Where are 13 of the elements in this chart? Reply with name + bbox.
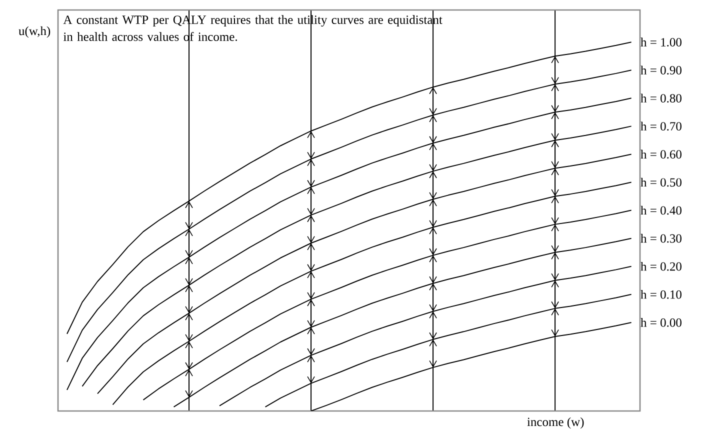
series-label: h = 0.00 (640, 318, 682, 327)
series-label: h = 0.70 (640, 122, 682, 131)
series-label: h = 0.80 (640, 94, 682, 103)
series-label: h = 0.30 (640, 234, 682, 243)
series-label: h = 0.60 (640, 150, 682, 159)
series-label: h = 0.40 (640, 206, 682, 215)
x-axis-title: income (w) (527, 417, 584, 429)
series-label: h = 0.50 (640, 178, 682, 187)
series-label: h = 0.10 (640, 290, 682, 299)
series-label: h = 1.00 (640, 38, 682, 46)
series-label: h = 0.90 (640, 66, 682, 75)
series-label: h = 0.20 (640, 262, 682, 271)
y-axis-title: u(w,h) (18, 26, 50, 38)
